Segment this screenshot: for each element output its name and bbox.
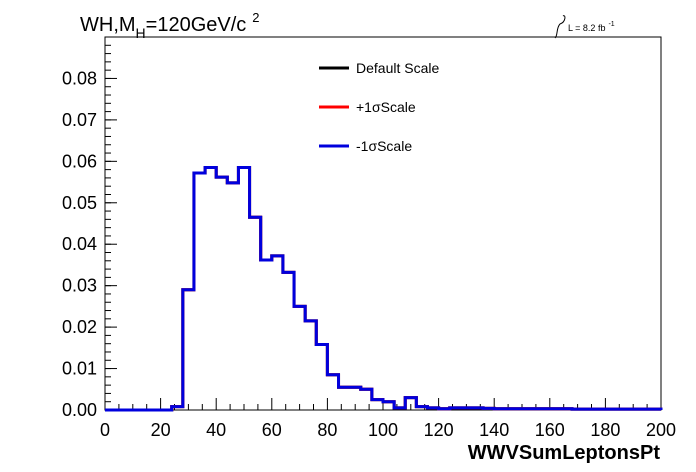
x-tick-label: 200 (646, 420, 676, 440)
title-prefix: WH,M (80, 14, 136, 36)
x-tick-label: 140 (479, 420, 509, 440)
luminosity-label: L = 8.2 fb -1 (568, 21, 615, 33)
x-tick-label: 80 (317, 420, 337, 440)
series-group (105, 166, 663, 412)
y-axis: 0.00 0.01 0.02 0.03 0.04 0.05 0.06 0.07 0.08 (62, 36, 117, 420)
x-axis-title: WWVSumLeptonsPt (468, 442, 661, 464)
chart-title: WH,MH=120GeV/c 2 (80, 10, 260, 41)
histogram-series-2 (105, 166, 663, 412)
legend: Default Scale +1σScale -1σScale (319, 60, 439, 154)
legend-label-minus1sigma: -1σScale (356, 138, 412, 154)
lumi-superscript: -1 (608, 21, 614, 28)
y-tick-label: 0.05 (62, 193, 97, 213)
title-superscript: 2 (252, 10, 259, 25)
y-tick-label: 0.03 (62, 276, 97, 296)
y-tick-label: 0.02 (62, 317, 97, 337)
title-main: =120GeV/c (146, 14, 247, 36)
legend-label-default: Default Scale (356, 60, 439, 76)
y-tick-label: 0.00 (62, 400, 97, 420)
x-tick-label: 120 (424, 420, 454, 440)
y-tick-label: 0.07 (62, 110, 97, 130)
legend-label-plus1sigma: +1σScale (356, 99, 416, 115)
y-tick-label: 0.06 (62, 151, 97, 171)
x-tick-label: 100 (368, 420, 398, 440)
x-tick-label: 180 (590, 420, 620, 440)
lumi-text: L = 8.2 fb (568, 23, 605, 33)
y-tick-label: 0.01 (62, 359, 97, 379)
x-tick-label: 40 (206, 420, 226, 440)
title-subscript: H (136, 25, 146, 41)
y-tick-label: 0.08 (62, 68, 97, 88)
x-tick-label: 60 (262, 420, 282, 440)
x-tick-label: 20 (151, 420, 171, 440)
integral-sign-icon (554, 15, 566, 39)
y-tick-label: 0.04 (62, 234, 97, 254)
x-tick-label: 0 (100, 420, 110, 440)
x-tick-label: 160 (535, 420, 565, 440)
